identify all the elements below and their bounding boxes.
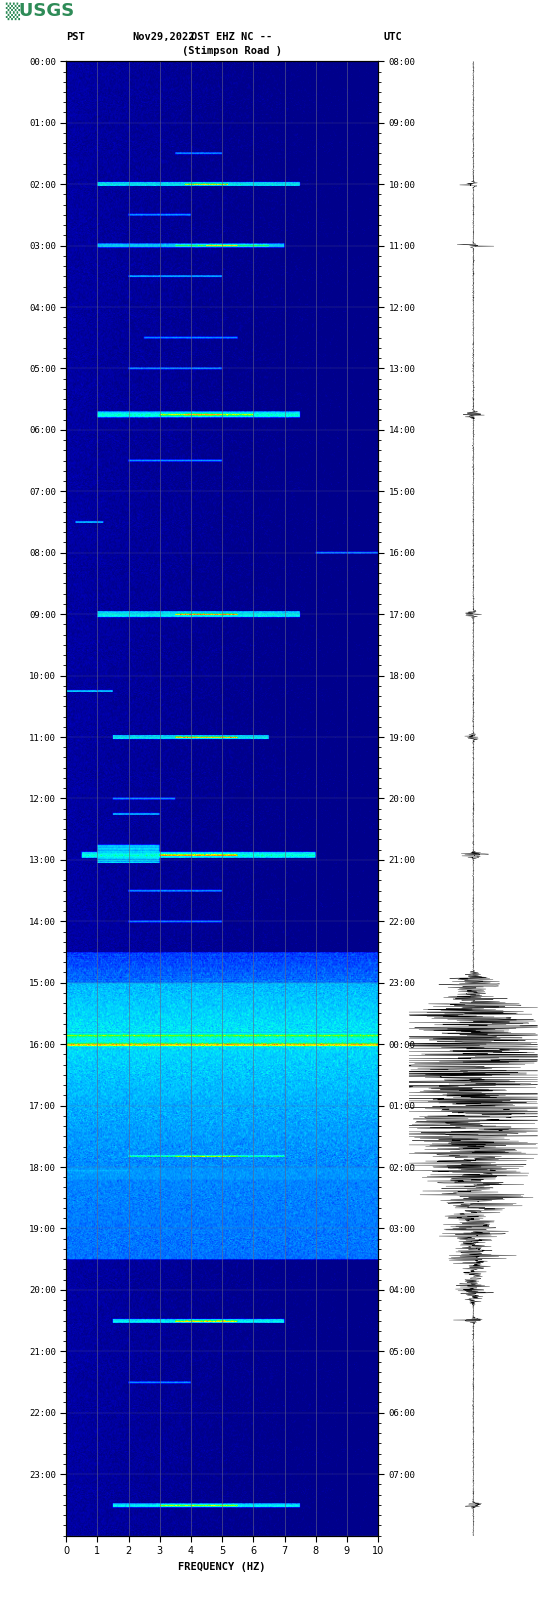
Text: UTC: UTC	[384, 32, 402, 42]
Text: (Stimpson Road ): (Stimpson Road )	[182, 47, 282, 56]
Text: OST EHZ NC --: OST EHZ NC --	[191, 32, 273, 42]
Text: ▒USGS: ▒USGS	[6, 3, 75, 21]
X-axis label: FREQUENCY (HZ): FREQUENCY (HZ)	[178, 1561, 266, 1571]
Text: PST: PST	[66, 32, 85, 42]
Text: Nov29,2022: Nov29,2022	[132, 32, 195, 42]
